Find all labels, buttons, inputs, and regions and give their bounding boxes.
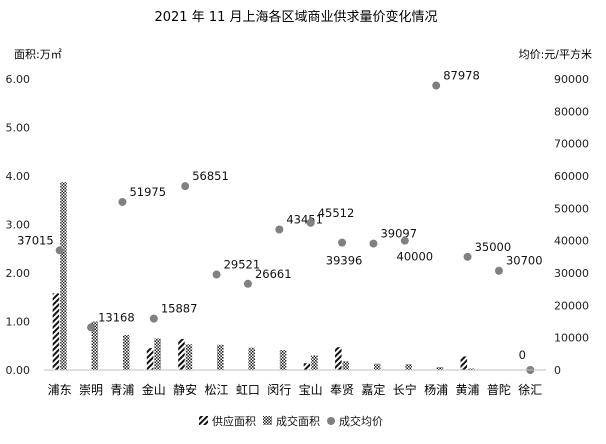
left-tick-label: 0.00: [6, 364, 31, 377]
left-tick-label: 6.00: [6, 73, 31, 86]
scatter-series: 3701513168519751588756851295212666143451…: [17, 69, 543, 374]
right-tick-label: 20000: [554, 299, 589, 312]
legend: 供应面积 成交面积 成交均价: [199, 414, 383, 428]
price-data-label: 45512: [318, 206, 355, 220]
left-axis-ticks: 0.00 1.00 2.00 3.00 4.00 5.00 6.00: [6, 73, 31, 377]
price-data-label: 13168: [98, 310, 135, 324]
price-point: [87, 323, 96, 332]
bar-deal-area: [60, 182, 67, 370]
category-label: 宝山: [299, 383, 323, 397]
legend-label-deal-area: 成交面积: [276, 414, 320, 428]
bar-deal-area: [185, 344, 193, 370]
category-label: 松江: [205, 383, 229, 397]
legend-swatch-deal-area: [263, 416, 272, 425]
category-label: 奉贤: [330, 383, 354, 397]
bar-supply: [178, 338, 185, 370]
bar-deal-area: [154, 338, 161, 370]
bar-supply: [460, 356, 468, 370]
price-point: [149, 314, 158, 323]
price-data-label: 40000: [397, 250, 434, 264]
price-data-label: 39097: [380, 227, 417, 241]
legend-swatch-supply: [199, 416, 208, 425]
right-tick-label: 50000: [554, 202, 589, 215]
right-tick-label: 80000: [554, 105, 589, 118]
left-tick-label: 5.00: [6, 122, 31, 135]
category-label: 浦东: [48, 383, 72, 397]
category-label: 长宁: [393, 382, 417, 397]
category-label: 嘉定: [361, 382, 385, 397]
right-tick-label: 0: [554, 364, 561, 377]
right-tick-label: 10000: [554, 332, 589, 345]
price-point: [494, 266, 503, 275]
price-data-label: 37015: [17, 233, 54, 247]
left-tick-label: 3.00: [6, 219, 31, 232]
bar-supply: [335, 347, 342, 370]
bar-deal-area: [436, 367, 444, 370]
left-tick-label: 2.00: [6, 267, 31, 280]
category-label: 崇明: [79, 383, 103, 397]
chart-title: 2021 年 11 月上海各区域商业供求量价变化情况: [154, 9, 437, 25]
price-point: [463, 252, 472, 261]
right-tick-label: 70000: [554, 138, 589, 151]
price-point: [369, 239, 378, 248]
left-tick-label: 1.00: [6, 316, 31, 329]
bar-deal-area: [311, 355, 318, 370]
bar-supply: [146, 348, 154, 370]
bar-deal-area: [122, 335, 130, 370]
price-point: [400, 236, 409, 245]
price-point: [181, 182, 190, 191]
legend-label-supply: 供应面积: [212, 414, 256, 428]
bar-deal-area: [405, 364, 412, 370]
legend-label-price: 成交均价: [339, 414, 383, 428]
category-label: 金山: [142, 382, 166, 397]
price-data-label: 30700: [506, 254, 543, 268]
price-data-label: 0: [519, 348, 526, 362]
price-data-label: 87978: [443, 69, 480, 83]
bar-deal-area: [468, 368, 475, 370]
price-point: [338, 238, 347, 247]
price-data-label: 51975: [129, 185, 166, 199]
right-axis-unit: 均价:元/平方米: [519, 47, 592, 61]
right-tick-label: 60000: [554, 170, 589, 183]
price-data-label: 35000: [475, 240, 512, 254]
category-labels: 浦东 崇明 青浦 金山 静安 松江 虹口 闵行 宝山 奉贤 嘉定 长宁 杨浦 黄浦 普陀 徐汇: [48, 382, 543, 397]
price-point: [55, 246, 64, 255]
left-tick-label: 4.00: [6, 170, 31, 183]
left-axis-unit: 面积:万㎡: [14, 48, 62, 61]
legend-marker-price: [327, 417, 335, 425]
bar-deal-area: [91, 321, 99, 370]
category-label: 闵行: [267, 382, 291, 397]
price-data-label: 39396: [326, 254, 363, 268]
price-data-label: 29521: [224, 258, 261, 272]
bar-deal-area: [342, 361, 350, 370]
right-tick-label: 30000: [554, 267, 589, 280]
bar-supply: [303, 363, 311, 370]
category-label: 徐汇: [518, 382, 542, 397]
right-tick-label: 40000: [554, 235, 589, 248]
category-label: 静安: [173, 382, 197, 397]
right-axis-ticks: 0 10000 20000 30000 40000 50000 60000 70000 8000…: [554, 73, 589, 377]
price-data-label: 15887: [161, 302, 198, 316]
bar-supply: [52, 293, 60, 370]
price-point: [275, 225, 284, 234]
price-point: [118, 197, 127, 206]
price-point: [212, 270, 221, 279]
category-label: 虹口: [236, 383, 260, 397]
category-label: 普陀: [487, 382, 511, 397]
right-tick-label: 90000: [554, 73, 589, 86]
category-label: 青浦: [110, 383, 134, 397]
bar-deal-area: [373, 363, 381, 370]
price-data-label: 26661: [255, 267, 292, 281]
price-data-label: 56851: [192, 169, 229, 183]
category-label: 杨浦: [424, 382, 448, 397]
price-point: [243, 279, 252, 288]
price-point: [306, 218, 315, 227]
bar-deal-area: [217, 344, 224, 370]
category-label: 黄浦: [456, 383, 480, 397]
bar-series: [52, 182, 475, 370]
bar-deal-area: [248, 347, 255, 370]
price-point: [432, 81, 441, 90]
bar-deal-area: [279, 350, 287, 370]
